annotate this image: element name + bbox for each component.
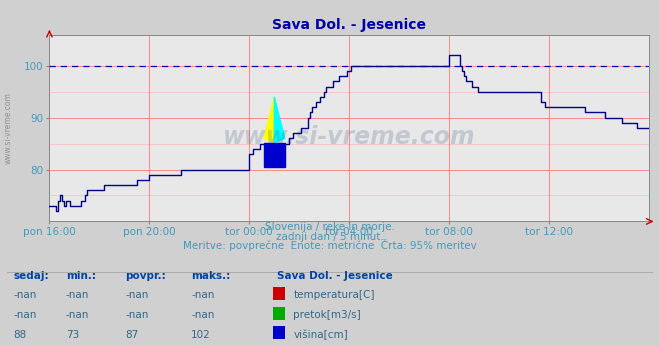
Text: -nan: -nan (13, 290, 36, 300)
Polygon shape (264, 97, 274, 143)
Text: zadnji dan / 5 minut.: zadnji dan / 5 minut. (275, 232, 384, 242)
Text: 88: 88 (13, 330, 26, 340)
Title: Sava Dol. - Jesenice: Sava Dol. - Jesenice (272, 18, 426, 32)
Text: www.si-vreme.com: www.si-vreme.com (3, 92, 13, 164)
Text: www.si-vreme.com: www.si-vreme.com (223, 125, 476, 149)
Text: -nan: -nan (191, 290, 214, 300)
Text: -nan: -nan (66, 290, 89, 300)
Text: -nan: -nan (125, 290, 148, 300)
Text: Slovenija / reke in morje.: Slovenija / reke in morje. (264, 222, 395, 232)
Text: 87: 87 (125, 330, 138, 340)
Text: -nan: -nan (125, 310, 148, 320)
Text: višina[cm]: višina[cm] (293, 329, 348, 340)
Polygon shape (274, 97, 285, 143)
Text: povpr.:: povpr.: (125, 271, 166, 281)
Text: maks.:: maks.: (191, 271, 231, 281)
Text: -nan: -nan (13, 310, 36, 320)
Polygon shape (264, 143, 285, 167)
Text: 102: 102 (191, 330, 211, 340)
Text: -nan: -nan (191, 310, 214, 320)
Text: sedaj:: sedaj: (13, 271, 49, 281)
Text: temperatura[C]: temperatura[C] (293, 290, 375, 300)
Text: 73: 73 (66, 330, 79, 340)
Text: min.:: min.: (66, 271, 96, 281)
Text: Sava Dol. - Jesenice: Sava Dol. - Jesenice (277, 271, 393, 281)
Text: pretok[m3/s]: pretok[m3/s] (293, 310, 361, 320)
Text: Meritve: povprečne  Enote: metrične  Črta: 95% meritev: Meritve: povprečne Enote: metrične Črta:… (183, 239, 476, 252)
Text: -nan: -nan (66, 310, 89, 320)
